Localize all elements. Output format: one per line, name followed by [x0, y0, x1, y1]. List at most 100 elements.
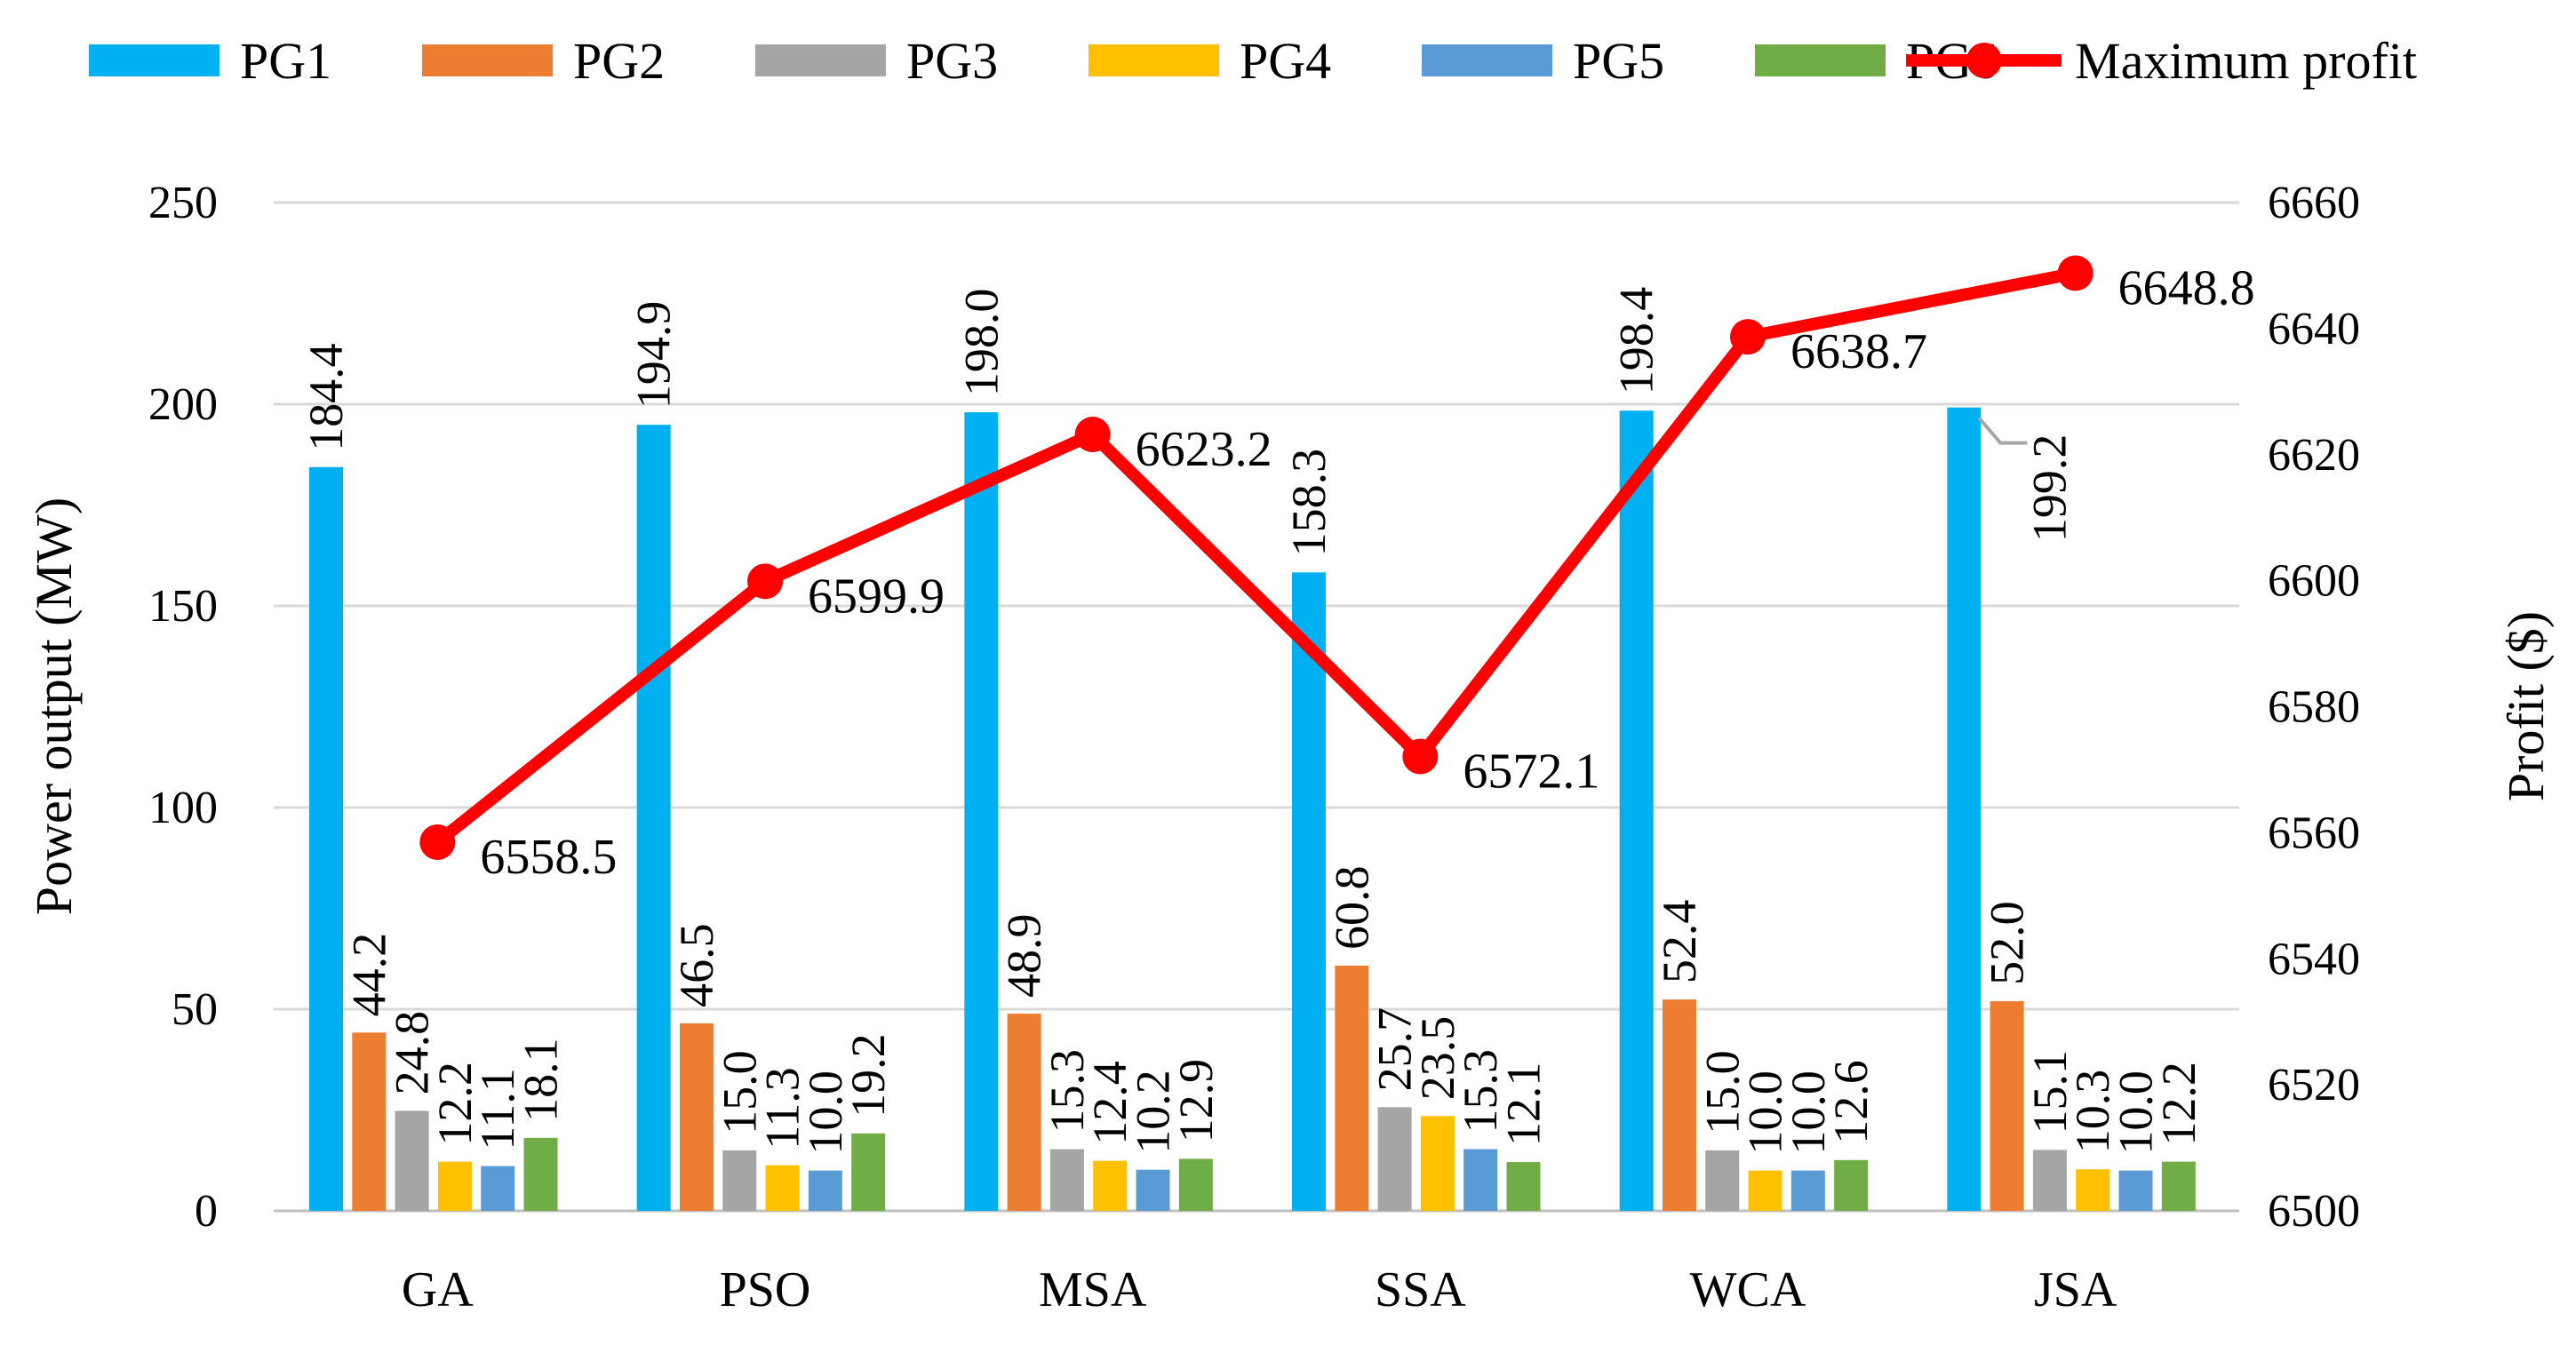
legend-label-pg4[interactable]: PG4 — [1240, 32, 1331, 90]
profit-marker-ssa[interactable] — [1402, 738, 1439, 775]
bar-labels: 184.444.224.812.211.118.1194.946.515.011… — [299, 287, 2205, 1155]
bar-value-label: 11.3 — [756, 1067, 809, 1150]
bar-pg2-pso[interactable] — [679, 1023, 714, 1211]
bar-pg3-jsa[interactable] — [2032, 1150, 2067, 1211]
legend-label-pg2[interactable]: PG2 — [573, 32, 665, 90]
label-leader-line — [1977, 417, 2028, 445]
bar-pg3-pso[interactable] — [722, 1150, 757, 1211]
axes: 0 50 100 150 200 250 6500 6520 6540 6560 6580 6600 6… — [25, 178, 2555, 1317]
bar-value-label: 12.4 — [1083, 1061, 1136, 1145]
legend-swatch-pg1 — [89, 44, 219, 76]
y-tick-label: 0 — [195, 1186, 218, 1237]
bar-value-label: 15.1 — [2023, 1050, 2077, 1134]
bar-pg6-jsa[interactable] — [2161, 1161, 2196, 1211]
legend-label-pg1[interactable]: PG1 — [240, 32, 331, 90]
y-tick-label: 150 — [148, 581, 218, 632]
profit-value-label: 6623.2 — [1136, 422, 1272, 477]
legend-swatch-pg5 — [1422, 44, 1552, 76]
bar-pg3-ssa[interactable] — [1377, 1107, 1412, 1211]
profit-line[interactable] — [433, 267, 2078, 848]
bar-pg5-wca[interactable] — [1790, 1170, 1825, 1211]
bar-value-label: 194.9 — [627, 301, 681, 410]
bar-value-label: 198.4 — [1610, 287, 1663, 395]
bar-pg2-ga[interactable] — [352, 1032, 387, 1211]
bar-pg4-ssa[interactable] — [1420, 1116, 1455, 1211]
bar-value-label: 25.7 — [1368, 1007, 1422, 1092]
x-tick-label: MSA — [1039, 1262, 1147, 1317]
legend-label-pg3[interactable]: PG3 — [906, 32, 998, 90]
bar-pg5-msa[interactable] — [1136, 1169, 1170, 1211]
y2-tick-label: 6620 — [2268, 430, 2360, 481]
bar-pg6-ga[interactable] — [523, 1137, 558, 1211]
bar-pg4-jsa[interactable] — [2076, 1169, 2110, 1211]
bar-pg1-ssa[interactable] — [1292, 572, 1326, 1211]
bar-value-label: 52.4 — [1653, 900, 1706, 984]
bar-value-label: 52.0 — [1981, 901, 2034, 985]
bar-value-label: 19.2 — [841, 1033, 895, 1118]
bar-pg5-ga[interactable] — [481, 1166, 515, 1211]
bar-pg1-ga[interactable] — [309, 466, 343, 1211]
bar-pg6-pso[interactable] — [851, 1133, 886, 1211]
legend-label-pg5[interactable]: PG5 — [1573, 32, 1664, 90]
bar-value-label: 15.3 — [1454, 1049, 1507, 1134]
bar-pg5-pso[interactable] — [808, 1170, 842, 1211]
bar-value-label: 184.4 — [299, 343, 353, 451]
legend-label-maximum-profit[interactable]: Maximum profit — [2075, 32, 2417, 90]
y-tick-label: 200 — [148, 379, 218, 430]
bar-pg2-ssa[interactable] — [1335, 965, 1369, 1211]
bar-pg1-wca[interactable] — [1619, 410, 1654, 1211]
profit-marker-wca[interactable] — [1730, 319, 1766, 355]
bar-pg6-ssa[interactable] — [1506, 1162, 1541, 1211]
bar-value-label: 12.2 — [428, 1062, 482, 1146]
bar-pg2-wca[interactable] — [1662, 999, 1696, 1211]
profit-value-label: 6558.5 — [480, 830, 617, 885]
bar-pg3-ga[interactable] — [395, 1110, 429, 1211]
bar-pg5-ssa[interactable] — [1463, 1149, 1498, 1211]
y2-tick-label: 6560 — [2268, 808, 2360, 858]
bar-pg4-ga[interactable] — [437, 1161, 472, 1211]
x-tick-label: JSA — [2034, 1262, 2117, 1317]
bar-pg1-pso[interactable] — [636, 425, 671, 1211]
profit-value-label: 6572.1 — [1463, 744, 1599, 800]
profit-marker-ga[interactable] — [419, 824, 456, 861]
bar-pg4-pso[interactable] — [765, 1165, 800, 1211]
y2-tick-label: 6500 — [2268, 1186, 2360, 1237]
y-tick-label: 50 — [171, 984, 218, 1035]
y2-tick-label: 6600 — [2268, 556, 2360, 607]
bar-value-label: 60.8 — [1325, 865, 1378, 950]
profit-marker-msa[interactable] — [1074, 417, 1111, 453]
bar-pg6-msa[interactable] — [1178, 1158, 1213, 1211]
bar-value-label: 46.5 — [670, 923, 723, 1007]
bar-pg6-wca[interactable] — [1834, 1159, 1869, 1211]
bar-pg5-jsa[interactable] — [2118, 1170, 2153, 1211]
y2-tick-label: 6640 — [2268, 304, 2360, 354]
legend-swatch-pg6 — [1755, 44, 1886, 76]
bar-pg3-msa[interactable] — [1049, 1149, 1084, 1211]
bar-pg3-wca[interactable] — [1705, 1150, 1740, 1211]
bar-value-label: 12.1 — [1497, 1062, 1551, 1147]
y-axis-title: Power output (MW) — [25, 497, 83, 915]
profit-value-label: 6638.7 — [1790, 324, 1927, 379]
bar-pg1-msa[interactable] — [964, 412, 999, 1212]
legend-swatch-pg4 — [1089, 44, 1219, 76]
bar-value-label: 23.5 — [1411, 1016, 1464, 1101]
profit-marker-pso[interactable] — [747, 563, 783, 600]
bar-value-label: 15.3 — [1041, 1049, 1094, 1134]
profit-marker-jsa[interactable] — [2057, 255, 2093, 291]
bar-pg2-msa[interactable] — [1007, 1013, 1041, 1211]
bar-pg2-jsa[interactable] — [1990, 1000, 2024, 1211]
bar-pg4-msa[interactable] — [1093, 1160, 1128, 1211]
bar-pg1-jsa[interactable] — [1947, 407, 1982, 1212]
bar-pg4-wca[interactable] — [1748, 1170, 1782, 1211]
bar-value-label: 12.9 — [1169, 1059, 1223, 1143]
legend[interactable]: PG1 PG2 PG3 PG4 PG5 PG6 Maximum profit — [89, 32, 2417, 90]
bar-value-label: 15.0 — [713, 1050, 766, 1134]
profit-value-label: 6648.8 — [2118, 260, 2255, 315]
bar-value-label: 24.8 — [386, 1011, 439, 1095]
y2-axis-title: Profit ($) — [2497, 611, 2555, 801]
bar-value-label: 199.2 — [2022, 434, 2076, 542]
x-tick-label: WCA — [1690, 1262, 1806, 1317]
y2-tick-label: 6520 — [2268, 1060, 2360, 1110]
profit-line-layer: 6558.5 6599.9 6623.2 6572.1 6638.7 6648.8 — [419, 255, 2255, 885]
